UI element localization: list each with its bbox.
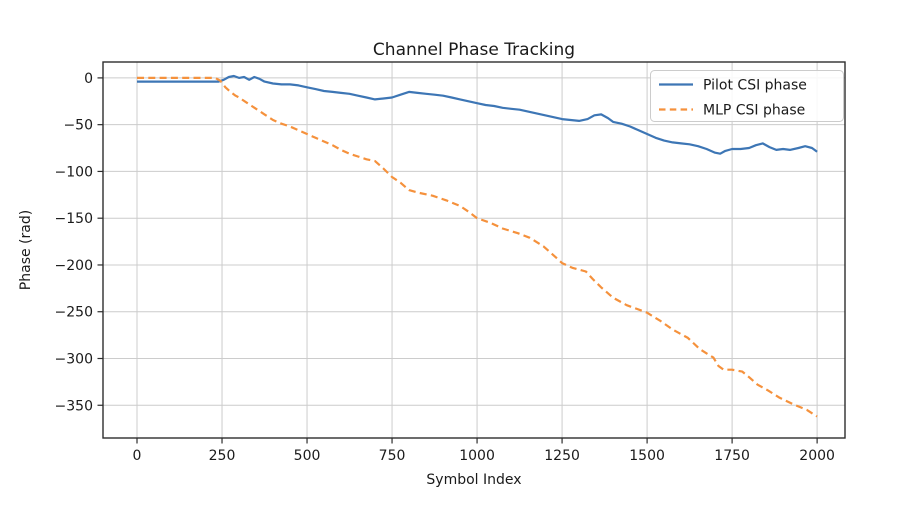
tick-layer: 0 250 500 750 1000 1250 1500 1750 2000 0 −50 −100 −1… xyxy=(55,71,835,464)
y-tick-label: −250 xyxy=(55,305,93,321)
legend-box xyxy=(650,70,844,122)
y-tick-label: −200 xyxy=(55,258,93,274)
x-tick-label: 2000 xyxy=(799,448,835,464)
y-tick-label: −100 xyxy=(55,164,93,180)
legend: Pilot CSI phase MLP CSI phase xyxy=(650,70,844,122)
y-tick-label: −300 xyxy=(55,351,93,367)
x-tick-label: 1500 xyxy=(629,448,665,464)
chart-title: Channel Phase Tracking xyxy=(373,40,575,60)
x-tick-label: 1750 xyxy=(714,448,750,464)
x-tick-label: 0 xyxy=(133,448,142,464)
legend-label-mlp: MLP CSI phase xyxy=(703,103,805,119)
series-line-pilot-csi-phase xyxy=(137,74,818,155)
y-tick-label: 0 xyxy=(84,71,93,87)
x-tick-label: 1000 xyxy=(459,448,495,464)
x-tick-label: 750 xyxy=(379,448,406,464)
x-tick-label: 1250 xyxy=(544,448,580,464)
legend-label-pilot: Pilot CSI phase xyxy=(703,78,807,94)
x-tick-label: 500 xyxy=(294,448,321,464)
y-tick-label: −50 xyxy=(63,118,93,134)
y-tick-label: −350 xyxy=(55,398,93,414)
y-tick-label: −150 xyxy=(55,211,93,227)
plot-frame xyxy=(102,61,846,439)
x-axis-label: Symbol Index xyxy=(426,472,521,488)
series-layer xyxy=(137,74,818,418)
x-tick-label: 250 xyxy=(209,448,236,464)
series-line-mlp-csi-phase xyxy=(137,76,818,418)
y-axis-label: Phase (rad) xyxy=(18,210,34,290)
